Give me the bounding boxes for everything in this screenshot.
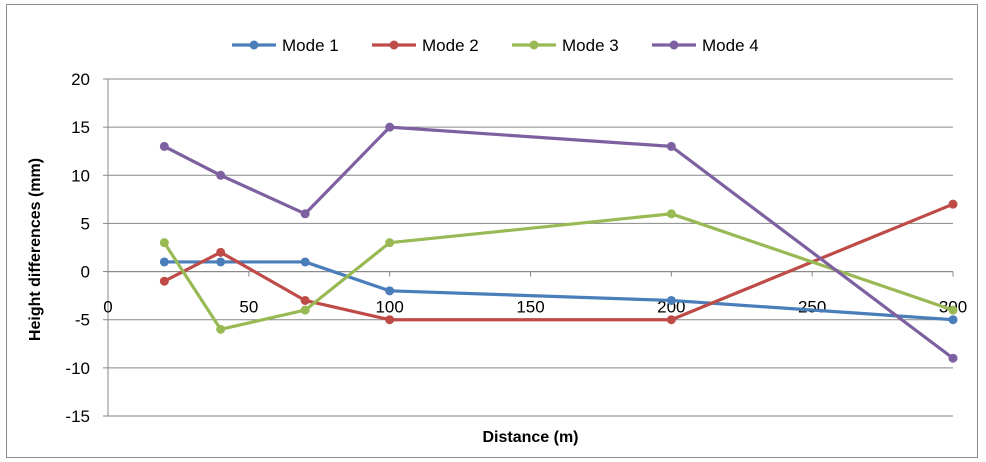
data-point-mode-3 <box>159 238 169 248</box>
legend-item-mode-1: Mode 1 <box>232 36 339 55</box>
legend-label-mode-2: Mode 2 <box>422 36 479 55</box>
legend-item-mode-4: Mode 4 <box>652 36 759 55</box>
y-tick-label-5: 5 <box>81 214 90 233</box>
data-point-mode-4 <box>216 170 226 180</box>
legend-label-mode-3: Mode 3 <box>562 36 619 55</box>
data-point-mode-2 <box>948 199 958 209</box>
series-mode-3 <box>159 209 958 334</box>
data-point-mode-2 <box>300 295 310 305</box>
legend-swatch-marker-mode-4 <box>669 40 679 50</box>
y-axis-title: Height differences (mm) <box>27 158 44 341</box>
legend-item-mode-2: Mode 2 <box>372 36 479 55</box>
data-point-mode-3 <box>948 305 958 315</box>
series-line-mode-2 <box>162 202 955 322</box>
legend-item-mode-3: Mode 3 <box>512 36 619 55</box>
data-point-mode-2 <box>666 315 676 325</box>
y-tick-labels: -15 -10 -5 0 5 10 15 20 <box>65 70 90 426</box>
x-axis-title: Distance (m) <box>482 429 578 446</box>
legend-label-mode-1: Mode 1 <box>282 36 339 55</box>
legend-label-mode-4: Mode 4 <box>702 36 759 55</box>
x-tick-label-50: 50 <box>239 298 258 317</box>
data-point-mode-1 <box>385 286 395 296</box>
x-tick-label-0: 0 <box>103 298 112 317</box>
y-tick-label-15: -15 <box>65 407 90 426</box>
data-point-mode-3 <box>385 238 395 248</box>
data-point-mode-1 <box>948 315 958 325</box>
series-line-mode-3 <box>162 212 955 331</box>
legend-swatch-marker-mode-3 <box>529 40 539 50</box>
legend: Mode 1 Mode 2 Mode 3 Mode 4 <box>232 36 759 55</box>
data-point-mode-4 <box>300 209 310 219</box>
y-tick-label-15: 15 <box>71 118 90 137</box>
legend-swatch-marker-mode-1 <box>249 40 259 50</box>
data-point-mode-1 <box>300 257 310 267</box>
x-tick-label-250: 250 <box>798 298 826 317</box>
x-tick-label-100: 100 <box>375 298 403 317</box>
data-point-mode-2 <box>159 276 169 286</box>
series-group <box>159 122 958 363</box>
grid-lines <box>108 78 953 417</box>
series-mode-4 <box>159 122 958 363</box>
data-point-mode-4 <box>385 122 395 132</box>
data-point-mode-3 <box>216 324 226 334</box>
y-tick-label-5: -5 <box>75 311 90 330</box>
data-point-mode-1 <box>159 257 169 267</box>
data-point-mode-2 <box>216 247 226 257</box>
legend-swatch-marker-mode-2 <box>389 40 399 50</box>
series-line-mode-4 <box>162 125 955 360</box>
data-point-mode-4 <box>948 353 958 363</box>
data-point-mode-4 <box>159 141 169 151</box>
y-tick-label-10: 10 <box>71 166 90 185</box>
data-point-mode-4 <box>666 141 676 151</box>
y-tick-label-0: 0 <box>81 263 90 282</box>
axes <box>103 78 954 417</box>
data-point-mode-1 <box>666 295 676 305</box>
data-point-mode-3 <box>666 209 676 219</box>
data-point-mode-1 <box>216 257 226 267</box>
x-tick-labels: 050100150200250300 <box>103 298 967 317</box>
series-mode-1 <box>159 257 958 325</box>
x-tick-label-150: 150 <box>516 298 544 317</box>
y-tick-label-10: -10 <box>65 359 90 378</box>
series-mode-2 <box>159 199 958 325</box>
y-tick-label-20: 20 <box>71 70 90 89</box>
data-point-mode-3 <box>300 305 310 315</box>
data-point-mode-2 <box>385 315 395 325</box>
